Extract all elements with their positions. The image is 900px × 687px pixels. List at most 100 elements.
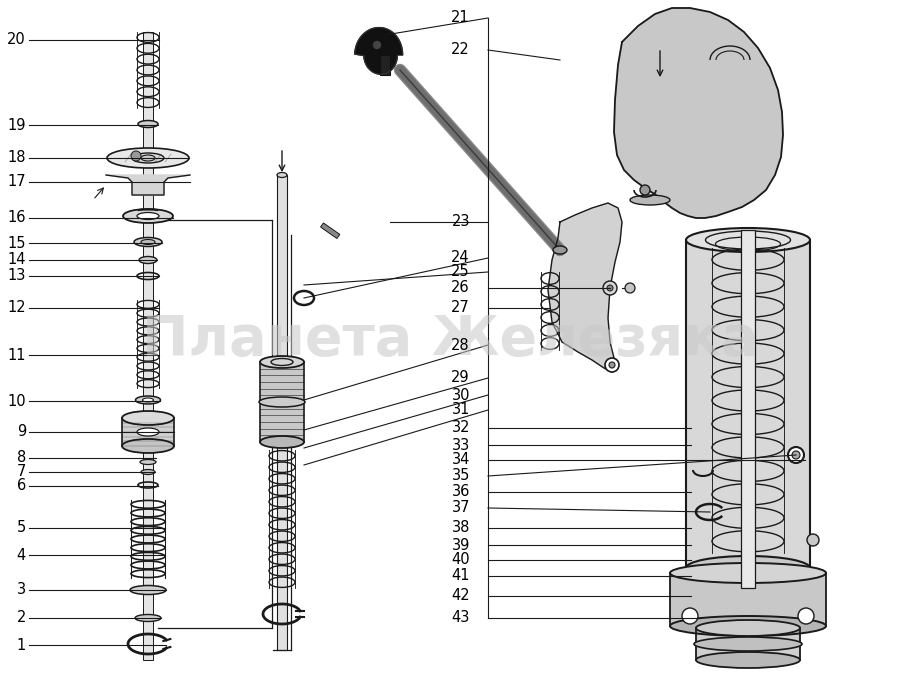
Ellipse shape	[141, 155, 155, 161]
Text: 8: 8	[17, 451, 26, 466]
Text: 41: 41	[452, 569, 470, 583]
Bar	[670, 573, 826, 626]
Ellipse shape	[137, 212, 159, 220]
Text: 36: 36	[452, 484, 470, 499]
Text: 14: 14	[7, 253, 26, 267]
Text: 35: 35	[452, 469, 470, 484]
Text: 7: 7	[16, 464, 26, 480]
Ellipse shape	[123, 209, 173, 223]
Ellipse shape	[130, 585, 166, 594]
Ellipse shape	[142, 398, 154, 402]
Text: 26: 26	[452, 280, 470, 295]
Circle shape	[640, 185, 650, 195]
Text: 37: 37	[452, 501, 470, 515]
Text: 17: 17	[7, 174, 26, 190]
Circle shape	[131, 151, 141, 161]
Bar	[260, 362, 304, 442]
Ellipse shape	[134, 238, 162, 247]
Text: 10: 10	[7, 394, 26, 409]
Polygon shape	[614, 8, 783, 218]
Ellipse shape	[140, 460, 156, 464]
Text: 43: 43	[452, 611, 470, 625]
Ellipse shape	[277, 172, 287, 177]
Bar	[741, 230, 755, 588]
Text: 11: 11	[7, 348, 26, 363]
Text: 6: 6	[17, 479, 26, 493]
Ellipse shape	[137, 428, 159, 436]
Bar	[277, 175, 287, 650]
Bar	[380, 55, 390, 75]
Text: 39: 39	[452, 537, 470, 552]
Bar	[696, 628, 800, 660]
Ellipse shape	[141, 469, 155, 475]
Text: 16: 16	[7, 210, 26, 225]
Ellipse shape	[107, 148, 189, 168]
Bar	[686, 240, 810, 568]
Text: 38: 38	[452, 521, 470, 535]
Text: 19: 19	[7, 117, 26, 133]
Text: 18: 18	[7, 150, 26, 166]
Bar	[122, 418, 174, 446]
Text: 28: 28	[452, 337, 470, 352]
Polygon shape	[106, 175, 190, 195]
Text: 1: 1	[17, 638, 26, 653]
Text: 31: 31	[452, 403, 470, 418]
Text: 42: 42	[452, 589, 470, 603]
Polygon shape	[548, 203, 622, 372]
Ellipse shape	[122, 439, 174, 453]
Text: 4: 4	[17, 548, 26, 563]
Bar	[143, 32, 153, 660]
Polygon shape	[355, 27, 402, 74]
Text: 13: 13	[7, 269, 26, 284]
Circle shape	[682, 608, 698, 624]
Text: 34: 34	[452, 453, 470, 467]
Text: 24: 24	[452, 251, 470, 265]
Ellipse shape	[630, 195, 670, 205]
Text: 33: 33	[452, 438, 470, 453]
Circle shape	[798, 608, 814, 624]
Text: 23: 23	[452, 214, 470, 229]
Circle shape	[807, 534, 819, 546]
Bar	[320, 223, 340, 238]
Ellipse shape	[138, 120, 158, 128]
Text: 40: 40	[452, 552, 470, 567]
Ellipse shape	[135, 614, 161, 622]
Text: 9: 9	[17, 425, 26, 440]
Circle shape	[603, 281, 617, 295]
Ellipse shape	[686, 556, 810, 580]
Text: 20: 20	[7, 32, 26, 47]
Circle shape	[792, 451, 800, 459]
Text: Планета Железяка: Планета Железяка	[142, 313, 758, 367]
Text: 15: 15	[7, 236, 26, 251]
Ellipse shape	[260, 356, 304, 368]
Circle shape	[374, 41, 381, 49]
Text: 30: 30	[452, 387, 470, 403]
Ellipse shape	[670, 563, 826, 583]
Ellipse shape	[670, 616, 826, 636]
Ellipse shape	[141, 240, 155, 245]
Text: 12: 12	[7, 300, 26, 315]
Ellipse shape	[122, 411, 174, 425]
Text: 2: 2	[16, 611, 26, 625]
Ellipse shape	[696, 620, 800, 636]
Ellipse shape	[553, 246, 567, 254]
Circle shape	[607, 285, 613, 291]
Text: 29: 29	[452, 370, 470, 385]
Text: 21: 21	[452, 10, 470, 25]
Ellipse shape	[696, 652, 800, 668]
Text: 3: 3	[17, 583, 26, 598]
Circle shape	[625, 283, 635, 293]
Ellipse shape	[260, 436, 304, 448]
Circle shape	[609, 362, 615, 368]
Ellipse shape	[686, 228, 810, 252]
Ellipse shape	[259, 397, 305, 407]
Text: 32: 32	[452, 420, 470, 436]
Ellipse shape	[694, 637, 802, 651]
Text: 22: 22	[451, 43, 470, 58]
Ellipse shape	[139, 256, 157, 264]
Text: 25: 25	[452, 264, 470, 280]
Text: 27: 27	[451, 300, 470, 315]
Ellipse shape	[136, 396, 160, 404]
Circle shape	[605, 358, 619, 372]
Circle shape	[788, 447, 804, 463]
